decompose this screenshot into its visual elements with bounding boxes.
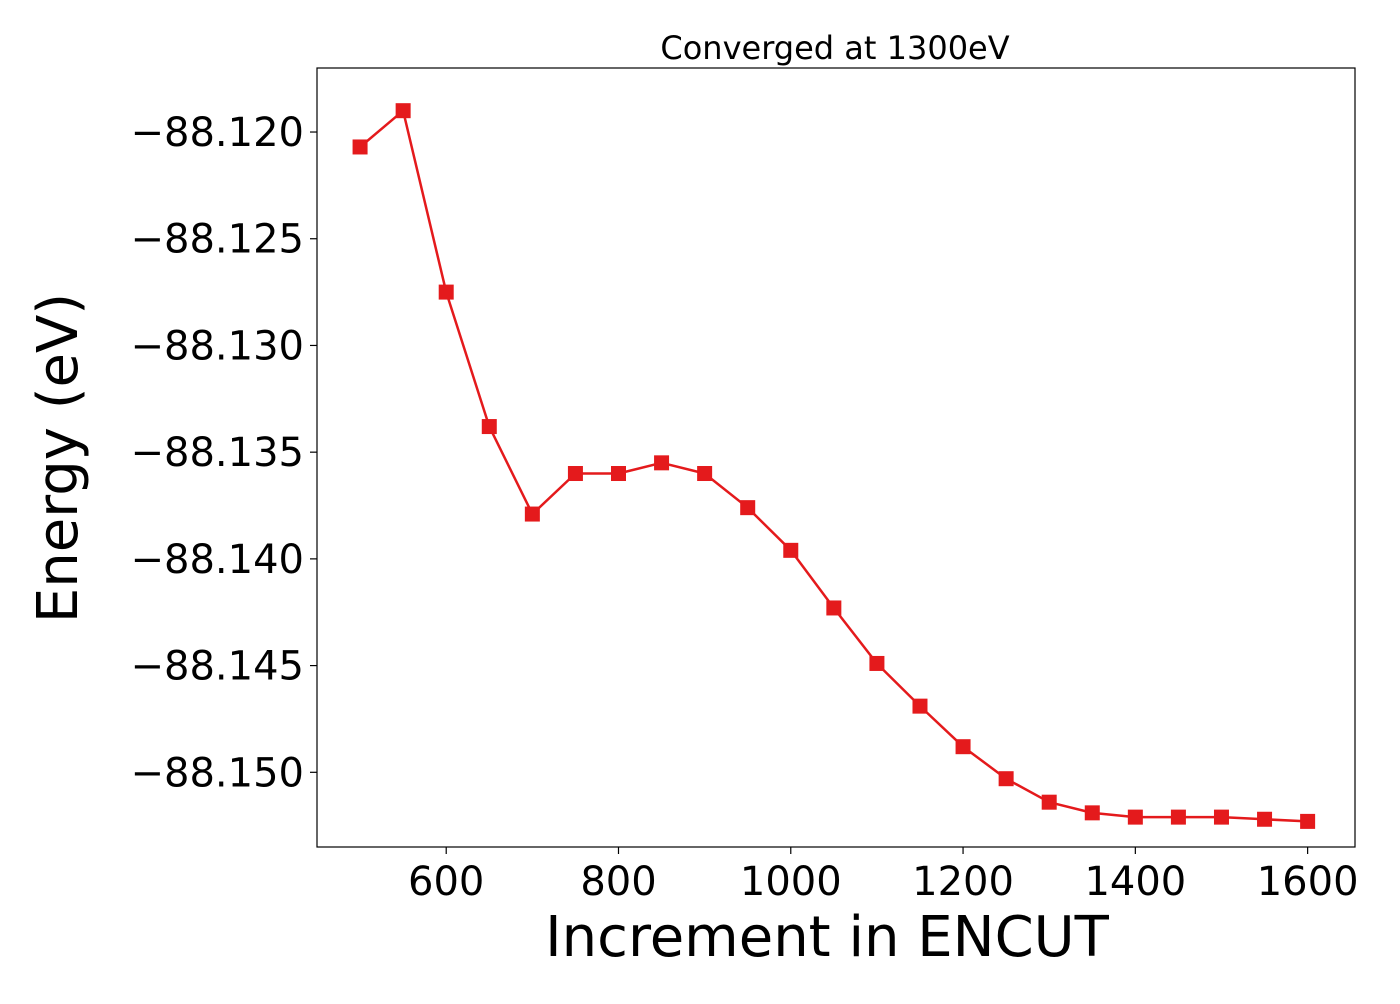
data-point: [1084, 805, 1100, 821]
data-point: [697, 466, 713, 482]
y-tick-label: −88.145: [131, 644, 304, 690]
data-point: [567, 466, 583, 482]
data-point: [524, 506, 540, 522]
x-tick-label: 800: [580, 859, 656, 905]
data-point: [654, 455, 670, 471]
y-tick-label: −88.130: [131, 323, 304, 369]
data-point: [1300, 813, 1316, 829]
data-point: [826, 600, 842, 616]
x-tick-label: 1200: [912, 859, 1014, 905]
data-point: [998, 771, 1014, 787]
x-axis-label: Increment in ENCUT: [545, 905, 1110, 970]
data-point: [740, 500, 756, 516]
data-point: [352, 139, 368, 155]
plot-frame: [316, 67, 1356, 848]
y-tick-label: −88.120: [131, 110, 304, 156]
x-tick-label: 1000: [740, 859, 842, 905]
data-point: [869, 655, 885, 671]
x-tick-label: 1600: [1257, 859, 1359, 905]
data-point: [1257, 811, 1273, 827]
data-point: [481, 419, 497, 435]
x-tick-label: 1400: [1084, 859, 1186, 905]
data-point: [1127, 809, 1143, 825]
x-tick-label: 600: [408, 859, 484, 905]
y-tick-label: −88.125: [131, 217, 304, 263]
chart-title: Converged at 1300eV: [660, 29, 1009, 67]
y-tick-label: −88.140: [131, 537, 304, 583]
data-point: [395, 103, 411, 119]
data-point: [955, 739, 971, 755]
data-point: [610, 466, 626, 482]
y-tick-label: −88.150: [131, 750, 304, 796]
y-axis-label: Energy (eV): [26, 293, 91, 623]
data-point: [912, 698, 928, 714]
data-point: [783, 542, 799, 558]
data-point: [1041, 794, 1057, 810]
plot-area: 600 800 1000 1200 1400 1600 −88.120 −88.125 −88.…: [131, 67, 1359, 905]
data-point: [1213, 809, 1229, 825]
series-line: [359, 109, 1308, 823]
data-point: [438, 284, 454, 300]
y-tick-label: −88.135: [131, 430, 304, 476]
data-point: [1170, 809, 1186, 825]
